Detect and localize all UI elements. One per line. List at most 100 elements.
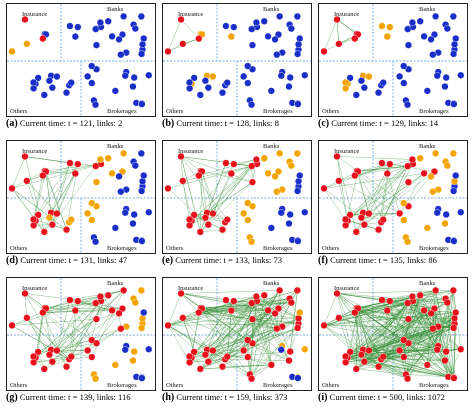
institution-node (115, 35, 123, 44)
institution-node (248, 299, 256, 307)
exposure-link (182, 296, 257, 319)
institution-node (108, 169, 116, 177)
exposure-link (264, 295, 291, 352)
exposure-link (361, 354, 406, 375)
institution-node (230, 23, 238, 31)
panel-i: Insurance Banks Others Brokerages (i) Cu… (318, 277, 468, 403)
exposure-link (278, 308, 299, 319)
institution-node (62, 226, 71, 234)
institution-node (88, 336, 96, 344)
institution-node (91, 375, 100, 383)
institution-node (408, 18, 417, 27)
panel-caption: (e) Current time: t = 133, links: 73 (162, 256, 322, 266)
institution-node (40, 365, 48, 373)
panel-caption-text: Current time: t = 121, links: 2 (19, 118, 123, 128)
panel-caption-text: Current time: t = 133, links: 73 (175, 255, 283, 265)
panel-letter: (d) (6, 255, 19, 266)
institution-node (138, 50, 146, 58)
institution-node (423, 361, 431, 369)
institution-node (443, 299, 451, 307)
exposure-link (356, 328, 433, 370)
exposure-link (205, 326, 283, 355)
exposure-link (446, 351, 455, 379)
exposure-link (243, 328, 277, 351)
panel-caption-text: Current time: t = 129, links: 14 (331, 118, 439, 128)
exposure-link (405, 326, 439, 375)
exposure-link (201, 308, 248, 341)
exposure-link (247, 290, 280, 341)
exposure-link (256, 300, 272, 365)
institution-node (62, 363, 71, 371)
panel-caption: (d) Current time: t = 131, links: 47 (6, 256, 166, 266)
panel-caption-text: Current time: t = 135, links: 86 (330, 255, 437, 265)
institution-node (374, 89, 383, 97)
institution-node (137, 12, 145, 21)
exposure-link (167, 313, 276, 326)
institution-node (137, 149, 145, 158)
institution-node (138, 374, 146, 382)
exposure-link (87, 328, 121, 351)
institution-node (140, 34, 148, 43)
network-graph (319, 278, 467, 390)
exposure-link (56, 300, 102, 351)
exposure-link (368, 350, 404, 358)
institution-node (252, 18, 261, 27)
institution-node (45, 77, 53, 85)
institution-node (145, 208, 153, 216)
panel-d: Insurance Banks Others Brokerages (d) Cu… (6, 140, 156, 266)
institution-node (333, 152, 341, 161)
institution-node (96, 18, 105, 27)
exposure-link (408, 302, 454, 378)
institution-node (39, 35, 47, 43)
banks-label: Banks (107, 143, 124, 150)
institution-node (137, 286, 145, 295)
exposure-link (11, 156, 26, 189)
institution-node (386, 23, 394, 31)
brokerages-label: Brokerages (263, 245, 293, 252)
exposure-link (37, 312, 43, 352)
exposure-link (201, 308, 252, 379)
insurance-label: Insurance (178, 11, 204, 18)
institution-node (273, 188, 281, 196)
exposure-link (11, 325, 70, 360)
institution-node (218, 226, 227, 234)
institution-node (277, 209, 285, 217)
institution-node (429, 51, 437, 59)
institution-node (40, 91, 48, 99)
institution-node (286, 347, 294, 356)
institution-node (433, 72, 441, 80)
others-label: Others (322, 382, 340, 389)
institution-node (104, 291, 112, 299)
institution-node (264, 306, 272, 314)
exposure-link (182, 317, 195, 352)
institution-node (131, 162, 139, 170)
institution-node (244, 199, 252, 207)
institution-node (21, 289, 29, 298)
institution-node (67, 216, 75, 224)
institution-node (48, 84, 56, 92)
exposure-link (167, 293, 182, 326)
exposure-link (378, 366, 408, 379)
institution-node (84, 72, 92, 81)
institution-node (271, 172, 279, 181)
institution-node (441, 219, 449, 228)
panel-caption-text: Current time: t = 159, links: 373 (176, 392, 288, 402)
network-frame: Insurance Banks Others Brokerages (318, 277, 468, 391)
institution-node (333, 15, 341, 24)
institution-node (365, 72, 373, 81)
exposure-link (225, 162, 252, 167)
exposure-link (361, 213, 400, 218)
institution-node (164, 321, 172, 330)
institution-node (145, 71, 153, 79)
exposure-link (180, 293, 226, 301)
exposure-link (24, 156, 45, 232)
institution-node (333, 289, 341, 298)
exposure-link (26, 180, 58, 214)
institution-node (320, 47, 328, 56)
exposure-link (252, 318, 299, 324)
exposure-link (52, 290, 124, 362)
insurance-label: Insurance (334, 11, 360, 18)
exposure-link (337, 156, 413, 160)
exposure-link (434, 308, 455, 324)
panel-caption-text: Current time: t = 139, links: 116 (19, 392, 131, 402)
